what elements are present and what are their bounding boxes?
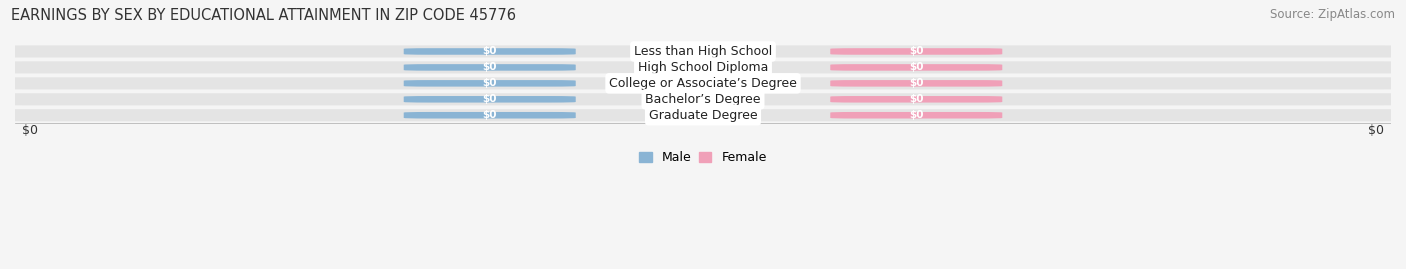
Text: Graduate Degree: Graduate Degree	[648, 109, 758, 122]
FancyBboxPatch shape	[1, 45, 1405, 58]
FancyBboxPatch shape	[404, 96, 575, 102]
Text: Source: ZipAtlas.com: Source: ZipAtlas.com	[1270, 8, 1395, 21]
FancyBboxPatch shape	[831, 48, 1002, 55]
FancyBboxPatch shape	[831, 80, 1002, 87]
Text: $0: $0	[482, 47, 496, 56]
Text: College or Associate’s Degree: College or Associate’s Degree	[609, 77, 797, 90]
FancyBboxPatch shape	[1, 93, 1405, 105]
FancyBboxPatch shape	[404, 112, 575, 119]
Text: EARNINGS BY SEX BY EDUCATIONAL ATTAINMENT IN ZIP CODE 45776: EARNINGS BY SEX BY EDUCATIONAL ATTAINMEN…	[11, 8, 516, 23]
Text: $0: $0	[910, 110, 924, 120]
Text: $0: $0	[482, 110, 496, 120]
FancyBboxPatch shape	[831, 112, 1002, 119]
Text: $0: $0	[482, 78, 496, 88]
FancyBboxPatch shape	[404, 80, 575, 87]
Text: Bachelor’s Degree: Bachelor’s Degree	[645, 93, 761, 106]
Text: Less than High School: Less than High School	[634, 45, 772, 58]
Text: $0: $0	[1368, 125, 1384, 137]
Text: $0: $0	[910, 62, 924, 72]
FancyBboxPatch shape	[1, 61, 1405, 73]
Text: $0: $0	[482, 62, 496, 72]
Text: $0: $0	[910, 47, 924, 56]
FancyBboxPatch shape	[1, 109, 1405, 121]
Text: $0: $0	[910, 94, 924, 104]
FancyBboxPatch shape	[1, 77, 1405, 89]
FancyBboxPatch shape	[831, 96, 1002, 102]
Legend: Male, Female: Male, Female	[640, 151, 766, 164]
Text: $0: $0	[910, 78, 924, 88]
Text: $0: $0	[22, 125, 38, 137]
FancyBboxPatch shape	[831, 64, 1002, 71]
FancyBboxPatch shape	[404, 64, 575, 71]
Text: High School Diploma: High School Diploma	[638, 61, 768, 74]
FancyBboxPatch shape	[404, 48, 575, 55]
Text: $0: $0	[482, 94, 496, 104]
